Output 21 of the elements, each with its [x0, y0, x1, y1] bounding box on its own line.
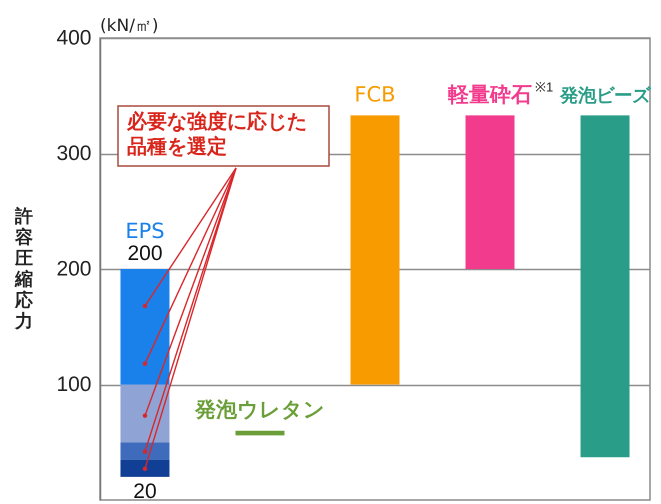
bar	[235, 430, 284, 436]
annotation: 200	[127, 242, 162, 265]
y-tick-label: 300	[56, 142, 92, 165]
y-tick-label: 200	[56, 258, 92, 280]
y-tick-label: 100	[56, 373, 92, 396]
x-tick-label: EPS	[125, 219, 165, 243]
bar	[350, 115, 400, 384]
bar	[120, 460, 170, 477]
x-tick-label: FCB	[354, 82, 396, 106]
bar	[120, 442, 170, 460]
y-tick-label: 400	[56, 26, 92, 50]
annotation: 必要な強度に応じた品種を選定	[126, 109, 307, 158]
annotation: 20	[133, 480, 157, 503]
chart-title: (kN/㎡)	[100, 16, 159, 36]
x-tick-label: 発泡ビーズ	[559, 85, 652, 106]
y-axis-title: 許容圧縮応力	[14, 206, 33, 332]
bar	[466, 115, 515, 269]
bar	[120, 384, 170, 442]
bar	[580, 115, 630, 458]
x-tick-label: 発泡ウレタン	[194, 398, 325, 422]
bar	[120, 269, 170, 384]
